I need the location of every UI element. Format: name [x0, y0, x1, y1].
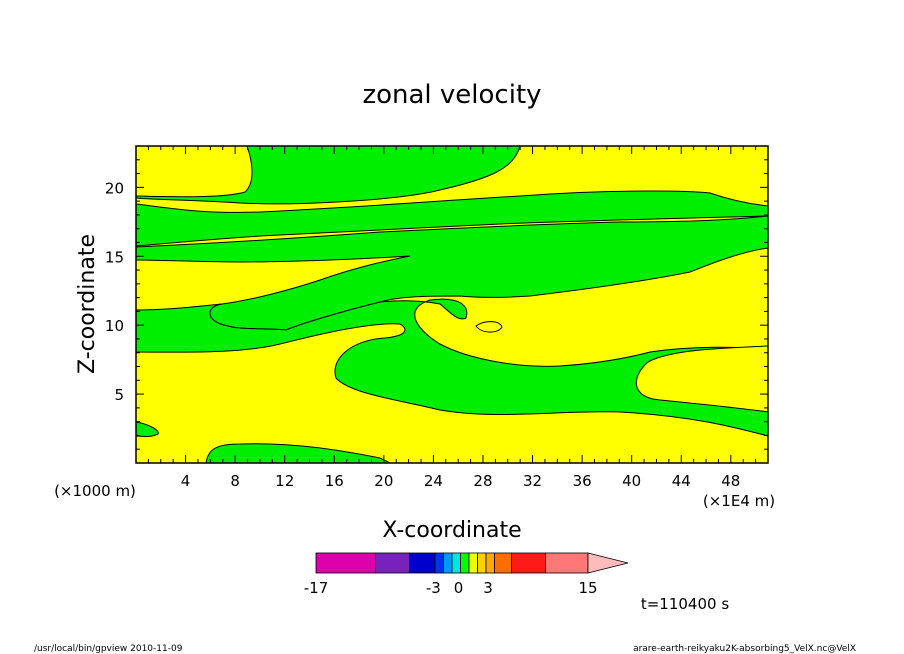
y-ticks: 5 10 15 20	[105, 159, 768, 450]
negative-patch-left	[136, 421, 159, 437]
x-tick-label: 12	[275, 472, 294, 490]
time-label: t=110400 s	[641, 595, 729, 613]
y-tick-label: 5	[114, 386, 124, 404]
colorbar-label: 15	[578, 579, 597, 597]
colorbar-segment	[315, 552, 376, 574]
colorbar-segment	[545, 552, 589, 574]
colorbar-segment	[434, 552, 444, 574]
colorbar-segment	[443, 552, 453, 574]
colorbar-segment	[375, 552, 410, 574]
x-axis-label: X-coordinate	[382, 518, 521, 543]
x-tick-label: 36	[573, 472, 592, 490]
colorbar-segment	[511, 552, 546, 574]
colorbar-label: -17	[304, 579, 329, 597]
negative-band-middle	[136, 215, 768, 331]
colorbar-label: 3	[483, 579, 493, 597]
positive-patch-right	[635, 345, 768, 413]
colorbar-arrow	[587, 552, 629, 574]
x-tick-label: 44	[672, 472, 691, 490]
x-tick-label: 16	[325, 472, 344, 490]
colorbar-label: 0	[454, 579, 464, 597]
x-tick-label: 24	[424, 472, 443, 490]
colorbar	[315, 552, 629, 574]
x-tick-label: 48	[721, 472, 740, 490]
colorbar-segment	[477, 552, 487, 574]
colorbar-segment	[468, 552, 478, 574]
y-tick-label: 20	[105, 179, 124, 197]
plot-area	[135, 145, 769, 464]
negative-band-upper	[136, 190, 768, 247]
colorbar-segment	[485, 552, 495, 574]
y-tick-label: 15	[105, 248, 124, 266]
negative-patch-bottom	[205, 443, 391, 463]
x-scale-label: (×1E4 m)	[703, 492, 775, 510]
colorbar-labels: -17 -3 0 3 15	[304, 579, 598, 597]
plot-frame	[135, 145, 769, 464]
chart-title: zonal velocity	[362, 80, 541, 110]
positive-patch-topleft	[136, 146, 253, 198]
y-axis-label: Z-coordinate	[75, 234, 100, 374]
negative-band-lower	[136, 298, 768, 437]
x-tick-label: 28	[473, 472, 492, 490]
x-tick-label: 8	[230, 472, 240, 490]
x-tick-label: 32	[523, 472, 542, 490]
colorbar-segment	[494, 552, 512, 574]
footer-right: arare-earth-reikyaku2K-absorbing5_VelX.n…	[633, 644, 856, 654]
positive-patch-small	[475, 321, 503, 333]
colorbar-segment	[451, 552, 461, 574]
colorbar-label: -3	[426, 579, 441, 597]
x-tick-label: 4	[181, 472, 191, 490]
x-tick-label: 40	[622, 472, 641, 490]
colorbar-segment	[460, 552, 470, 574]
x-ticks: 4 8 12 16 20 24 28 32 36 40 44 48	[147, 146, 757, 490]
x-tick-label: 20	[374, 472, 393, 490]
colorbar-segment	[409, 552, 436, 574]
y-tick-label: 10	[105, 317, 124, 335]
z-scale-label: (×1000 m)	[54, 482, 136, 500]
footer-left: /usr/local/bin/gpview 2010-11-09	[34, 644, 183, 654]
